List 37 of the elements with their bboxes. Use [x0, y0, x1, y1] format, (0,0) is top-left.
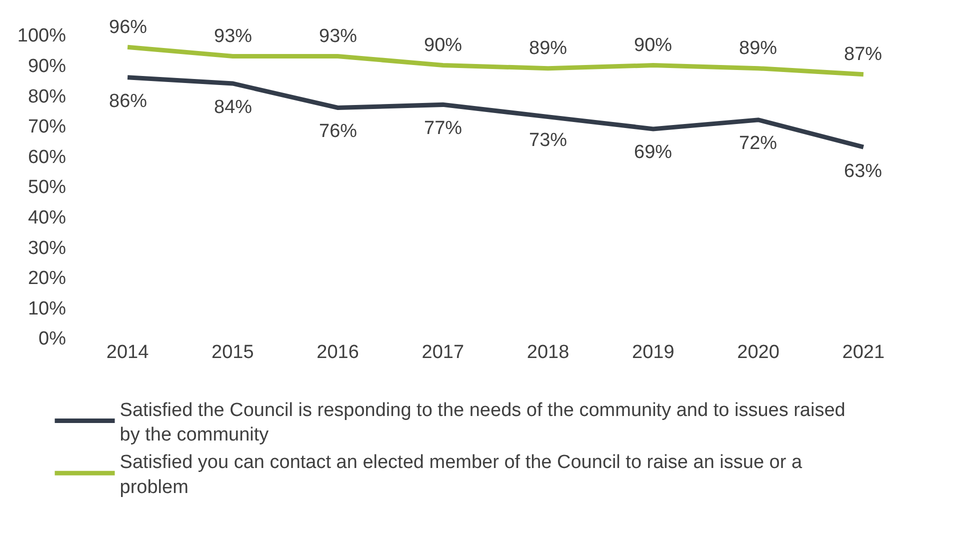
- legend-label: Satisfied you can contact an elected member of the Council to raise an issue or a problem: [120, 452, 802, 498]
- x-tick-label: 2021: [842, 342, 885, 363]
- y-tick-label: 40%: [28, 207, 66, 228]
- data-label: 73%: [529, 130, 568, 151]
- x-tick-label: 2016: [316, 342, 359, 363]
- data-label: 76%: [319, 121, 358, 142]
- y-tick-label: 10%: [28, 298, 66, 320]
- y-tick-label: 80%: [28, 86, 66, 108]
- y-tick-label: 100%: [17, 26, 66, 47]
- data-label: 84%: [214, 97, 252, 118]
- data-label: 69%: [634, 142, 672, 163]
- x-tick-label: 2015: [212, 342, 254, 363]
- data-label: 89%: [529, 38, 568, 59]
- x-tick-label: 2017: [422, 342, 464, 363]
- data-label: 72%: [739, 133, 778, 154]
- data-label: 63%: [844, 161, 882, 182]
- data-label: 77%: [424, 118, 462, 139]
- x-tick-label: 2014: [106, 342, 150, 363]
- y-tick-label: 0%: [38, 328, 66, 350]
- y-tick-label: 60%: [28, 146, 66, 168]
- y-tick-label: 50%: [28, 177, 66, 198]
- y-tick-label: 90%: [28, 56, 66, 77]
- data-label: 90%: [424, 35, 462, 56]
- data-label: 86%: [109, 91, 148, 112]
- data-label: 90%: [634, 35, 672, 56]
- data-label: 93%: [214, 26, 252, 47]
- y-tick-label: 30%: [28, 238, 66, 259]
- data-label: 87%: [844, 44, 882, 65]
- x-tick-label: 2019: [632, 342, 674, 363]
- y-tick-label: 20%: [28, 268, 66, 290]
- legend-label: Satisfied the Council is responding to the needs of the community and to issues raised by the community: [120, 400, 846, 446]
- x-tick-label: 2018: [526, 342, 570, 363]
- data-label: 96%: [109, 17, 148, 38]
- data-label: 93%: [319, 26, 358, 47]
- data-label: 89%: [739, 38, 778, 59]
- y-tick-label: 70%: [28, 116, 66, 138]
- x-tick-label: 2020: [737, 342, 780, 363]
